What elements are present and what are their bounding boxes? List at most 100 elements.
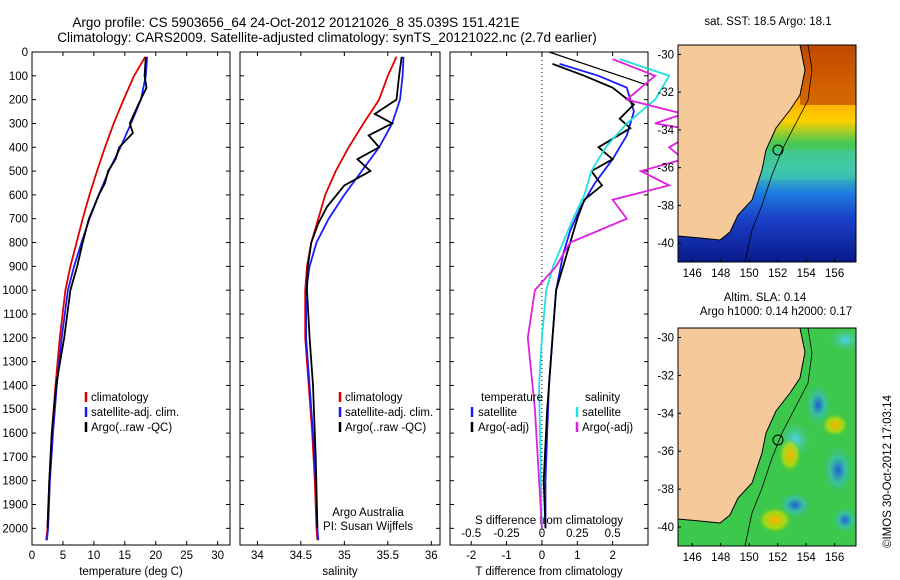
map-x-tick-label: 150 [740,268,759,280]
map-y-tick-label: -36 [657,446,674,458]
reference-gradient-line [548,51,649,86]
x-tick-label: 15 [118,550,131,562]
difference-panel: -2 -1 0 1 2 T difference from climatology -0.5… [449,51,701,578]
temperature-panel: 0100200300400500600700800900100011001200… [2,47,231,578]
s-tick-label: 0.5 [605,528,621,540]
legend-label: Argo(..raw -QC) [345,422,426,434]
legend-label: temperature [481,392,543,404]
x-tick-label: 30 [211,550,224,562]
y-tick-label: 0 [22,47,28,59]
legend-label: climatology [345,392,403,404]
legend-label: Argo(-adj) [582,422,633,434]
x-tick-label: 2 [609,550,615,562]
map-y-tick-label: -40 [657,522,674,534]
y-tick-label: 1900 [2,500,28,512]
legend-label: satellite-adj. clim. [345,407,433,419]
sst-map: sat. SST: 18.5 Argo: 18.1 [657,16,857,280]
y-tick-label: 2000 [2,523,28,535]
series-line [542,63,636,529]
y-tick-label: 1100 [3,309,28,321]
map-y-tick-label: -30 [657,49,674,61]
y-tick-label: 300 [9,118,28,130]
coastline-land [678,45,806,241]
y-tick-label: 1200 [2,333,28,345]
x-tick-label: 0 [29,550,35,562]
y-tick-label: 800 [9,238,28,250]
map-x-tick-label: 146 [683,268,702,280]
x-tick-label: 0 [539,550,545,562]
plot-frame [239,51,441,546]
annotation-label: PI: Susan Wijffels [323,521,413,533]
plot-frame [31,51,231,546]
map-x-tick-label: 148 [711,552,730,564]
x-tick-label: 34 [251,550,264,562]
map-x-tick-label: 154 [797,552,817,564]
title-line-2: Climatology: CARS2009. Satellite-adjuste… [57,30,597,45]
s-tick-label: 0.25 [566,528,588,540]
x-axis-label: salinity [322,566,357,578]
s-tick-label: -0.25 [493,528,519,540]
y-tick-label: 1600 [2,428,28,440]
plot-frame [449,51,649,546]
y-tick-label: 600 [9,190,28,202]
y-tick-label: 500 [9,166,28,178]
map-x-tick-label: 154 [797,268,817,280]
series-line [45,56,146,541]
legend-label: Argo(..raw -QC) [91,422,172,434]
x-tick-label: 5 [60,550,66,562]
map-y-tick-label: -34 [657,125,674,137]
map-x-tick-label: 152 [768,552,787,564]
legend-label: salinity [585,392,620,404]
profile-marker-2 [772,434,784,446]
map-y-tick-label: -40 [657,238,674,250]
legend-label: satellite [478,407,517,419]
s-axis-label: S difference from climatology [475,515,623,527]
y-tick-label: 100 [9,71,28,83]
coastline-land-2 [678,328,806,524]
x-tick-label: 34.5 [290,550,312,562]
series-line [46,56,148,529]
map-y-tick-label: -36 [657,163,674,175]
salinity-panel: 34 34.5 35 35.5 36 salinity climatology satelli… [239,51,441,578]
map-y-tick-label: -32 [657,87,674,99]
map-y-tick-label: -30 [657,332,674,344]
s-tick-label: 0 [539,528,545,540]
credit-label: ©IMOS 30-Oct-2012 17:03:14 [882,394,894,548]
map-y-tick-label: -38 [657,484,674,496]
x-tick-label: 10 [87,550,100,562]
s-tick-label: -0.5 [461,528,481,540]
y-tick-label: 1500 [2,404,28,416]
series-line [526,58,701,529]
profile-marker [772,144,784,156]
map-x-tick-label: 148 [711,268,730,280]
y-tick-label: 700 [9,214,28,226]
y-tick-label: 200 [9,95,28,107]
sla-map-title-2: Argo h1000: 0.14 h2000: 0.17 [700,306,852,318]
y-tick-label: 900 [9,261,28,273]
map-x-tick-label: 156 [825,268,844,280]
bathymetry-contour [744,45,813,262]
x-tick-label: 25 [180,550,193,562]
y-tick-label: 1000 [2,285,28,297]
map-x-tick-label: 156 [825,552,844,564]
map-y-tick-label: -32 [657,370,674,382]
legend-label: satellite-adj. clim. [91,407,179,419]
legend-label: climatology [91,392,149,404]
x-tick-label: 36 [425,550,438,562]
y-tick-label: 400 [9,142,28,154]
bathymetry-contour-2 [744,328,813,546]
x-tick-label: 20 [149,550,162,562]
sst-map-title: sat. SST: 18.5 Argo: 18.1 [704,16,831,28]
y-tick-label: 1700 [2,452,28,464]
sla-map: Altim. SLA: 0.14 Argo h1000: 0.14 h2000:… [657,292,857,564]
y-tick-label: 1400 [2,380,28,392]
map-x-tick-label: 146 [683,552,702,564]
x-tick-label: -2 [466,550,476,562]
map-y-tick-label: -34 [657,408,674,420]
x-tick-label: 35.5 [377,550,399,562]
y-tick-label: 1800 [2,476,28,488]
series-line [538,58,671,529]
series-line [305,56,405,541]
series-line [306,56,403,529]
